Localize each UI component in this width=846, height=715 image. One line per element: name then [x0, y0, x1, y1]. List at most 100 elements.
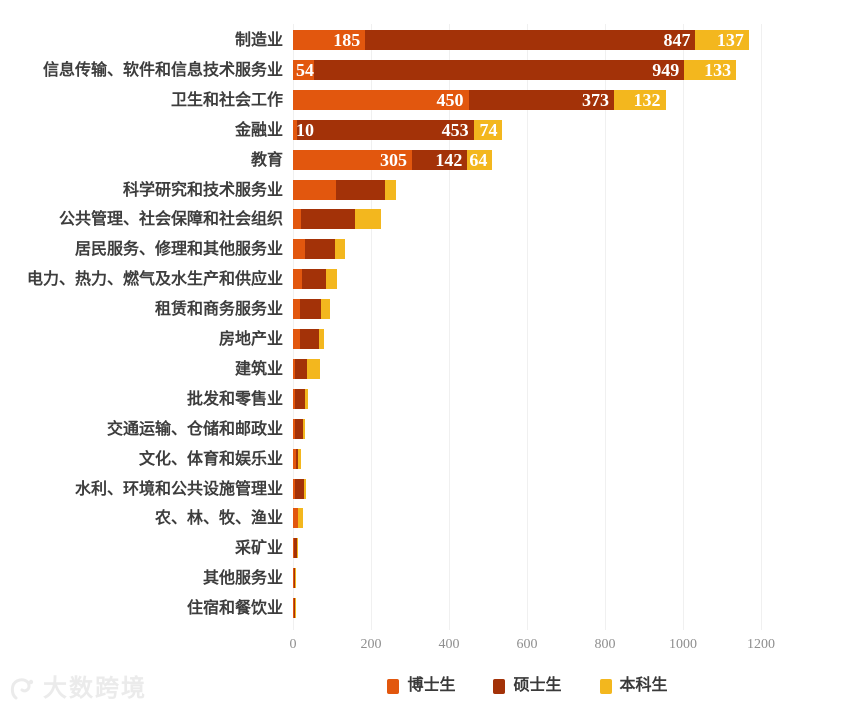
value-label: 133 — [704, 59, 732, 80]
category-label: 批发和零售业 — [186, 390, 283, 408]
bar-segment-phd — [293, 568, 295, 589]
bar-segment-bachelor: 137 — [695, 30, 749, 50]
watermark-logo-icon — [10, 678, 34, 700]
chart-row: 农、林、牧、渔业 — [0, 508, 846, 529]
value-label: 132 — [633, 89, 661, 110]
bar-segment-master: 373 — [468, 89, 614, 110]
bar-segment-bachelor — [321, 299, 331, 320]
chart-row: 交通运输、仓储和邮政业 — [0, 418, 846, 439]
chart-row: 租赁和商务服务业 — [0, 299, 846, 320]
category-label: 信息传输、软件和信息技术服务业 — [42, 61, 283, 79]
legend-label-phd: 博士生 — [407, 677, 456, 694]
bar-segment-master — [294, 418, 304, 439]
bar-segment-master — [302, 269, 327, 290]
bar-segment-master: 142 — [412, 149, 468, 170]
bar-segment-phd: 10 — [293, 119, 314, 140]
bar-segment-bachelor — [298, 448, 302, 469]
stacked-bar — [293, 299, 331, 320]
legend-item-phd: 博士生 — [387, 676, 455, 696]
bar-segment-master — [294, 568, 295, 589]
chart-row: 水利、环境和公共设施管理业 — [0, 478, 846, 499]
category-label: 公共管理、社会保障和社会组织 — [58, 211, 283, 229]
category-label: 卫生和社会工作 — [170, 91, 283, 109]
bar-segment-bachelor — [303, 418, 306, 439]
bar-segment-phd: 54 — [293, 59, 315, 80]
bar-segment-phd — [293, 179, 336, 200]
category-label: 文化、体育和娱乐业 — [138, 450, 283, 468]
bachelor-color-swatch — [599, 678, 612, 694]
bar-segment-phd — [293, 538, 294, 559]
bar-segment-phd — [293, 239, 305, 260]
category-label: 教育 — [250, 151, 283, 169]
value-label: 949 — [652, 59, 680, 80]
stacked-bar: 10 453 74 — [293, 119, 503, 140]
chart-row: 电力、热力、燃气及水生产和供应业 — [0, 269, 846, 290]
stacked-bar — [293, 448, 302, 469]
stacked-bar — [293, 478, 306, 499]
value-label: 54 — [296, 59, 314, 80]
bar-segment-bachelor — [326, 269, 338, 290]
category-label: 房地产业 — [218, 331, 283, 348]
bar-segment-master — [295, 358, 307, 379]
phd-color-swatch — [387, 678, 400, 694]
stacked-bar: 185 847 137 — [293, 30, 749, 50]
bar-segment-master — [300, 299, 322, 320]
chart-row: 其他服务业 — [0, 568, 846, 589]
x-axis-tick-label: 0 — [289, 637, 297, 652]
chart-row: 文化、体育和娱乐业 — [0, 448, 846, 469]
bar-segment-bachelor: 74 — [473, 119, 503, 140]
stacked-bar — [293, 358, 321, 379]
stacked-bar — [293, 598, 297, 619]
bar-segment-bachelor — [296, 538, 298, 559]
stacked-bar: 54 949 133 — [293, 59, 737, 80]
stacked-bar: 305 142 64 — [293, 149, 493, 170]
bar-segment-bachelor — [298, 508, 304, 529]
watermark: 大数跨境 — [8, 672, 147, 706]
category-label: 水利、环境和公共设施管理业 — [74, 480, 283, 498]
x-axis-tick-label: 800 — [594, 637, 616, 652]
bar-segment-phd — [293, 329, 301, 349]
value-label: 453 — [441, 119, 469, 140]
stacked-bar — [293, 329, 324, 349]
bar-segment-phd: 450 — [293, 89, 469, 110]
category-label: 租赁和商务服务业 — [154, 301, 283, 319]
bar-segment-master: 847 — [365, 30, 696, 50]
stacked-bar — [293, 179, 397, 200]
stacked-bar — [293, 538, 298, 559]
bar-segment-bachelor — [305, 388, 308, 409]
bar-segment-master — [295, 388, 306, 409]
stacked-bar — [293, 388, 308, 409]
bar-segment-master — [335, 179, 385, 200]
bar-segment-bachelor — [384, 179, 397, 200]
x-axis-tick-label: 1200 — [747, 637, 775, 652]
bar-segment-phd — [293, 209, 301, 230]
bar-segment-bachelor — [355, 209, 381, 230]
value-label: 185 — [333, 30, 361, 50]
category-label: 交通运输、仓储和邮政业 — [106, 420, 283, 438]
bar-segment-bachelor: 133 — [684, 59, 737, 80]
category-label: 采矿业 — [234, 540, 283, 558]
bar-segment-phd — [293, 508, 298, 529]
bar-segment-bachelor — [294, 598, 297, 619]
category-label: 金融业 — [234, 121, 283, 139]
value-label: 305 — [380, 149, 407, 170]
master-color-swatch — [493, 678, 506, 694]
bar-segment-phd — [293, 478, 295, 499]
chart-row: 制造业 185 847 137 — [0, 30, 846, 50]
chart-row: 公共管理、社会保障和社会组织 — [0, 209, 846, 230]
x-axis: 0 200 400 600 800 1000 1200 — [289, 637, 776, 655]
bar-segment-bachelor — [318, 329, 324, 349]
stacked-bar: 450 373 132 — [293, 89, 666, 110]
bar-segment-bachelor — [304, 478, 306, 499]
bar-segment-phd — [293, 448, 296, 469]
stacked-bar — [293, 269, 338, 290]
bar-segment-bachelor — [335, 239, 346, 260]
bar-segment-phd — [293, 598, 294, 619]
x-axis-tick-label: 600 — [516, 637, 538, 652]
category-label: 其他服务业 — [202, 570, 283, 588]
value-label: 74 — [479, 119, 498, 140]
bar-segment-phd: 305 — [293, 149, 412, 170]
category-label: 电力、热力、燃气及水生产和供应业 — [26, 271, 283, 289]
stacked-bar — [293, 239, 346, 260]
